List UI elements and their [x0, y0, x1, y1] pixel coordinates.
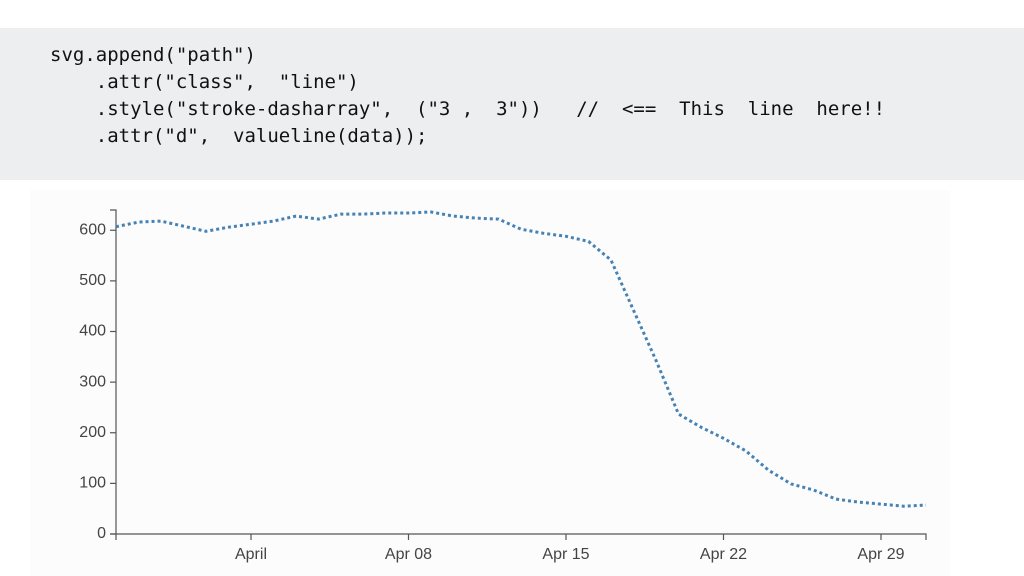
x-tick-label: April — [235, 546, 267, 563]
y-tick-label: 0 — [97, 525, 106, 542]
code-line: .style("stroke-dasharray", ("3 , 3")) //… — [50, 98, 886, 120]
y-tick-label: 400 — [79, 323, 106, 340]
y-tick-label: 500 — [79, 272, 106, 289]
data-line — [115, 210, 927, 508]
y-tick-label: 200 — [79, 424, 106, 441]
code-line: .attr("class", "line") — [50, 71, 359, 93]
code-line: .attr("d", valueline(data)); — [50, 125, 428, 147]
x-tick-label: Apr 15 — [542, 546, 589, 563]
code-line: svg.append("path") — [50, 44, 256, 66]
x-tick-label: Apr 08 — [385, 546, 432, 563]
code-block: svg.append("path") .attr("class", "line"… — [0, 28, 1024, 180]
y-tick-label: 300 — [79, 373, 106, 390]
x-axis — [115, 533, 927, 540]
y-tick-label: 100 — [79, 475, 106, 492]
x-tick-label: Apr 29 — [857, 546, 904, 563]
x-tick-label: Apr 22 — [700, 546, 747, 563]
y-tick-label: 600 — [79, 221, 106, 238]
chart-background — [30, 190, 950, 576]
